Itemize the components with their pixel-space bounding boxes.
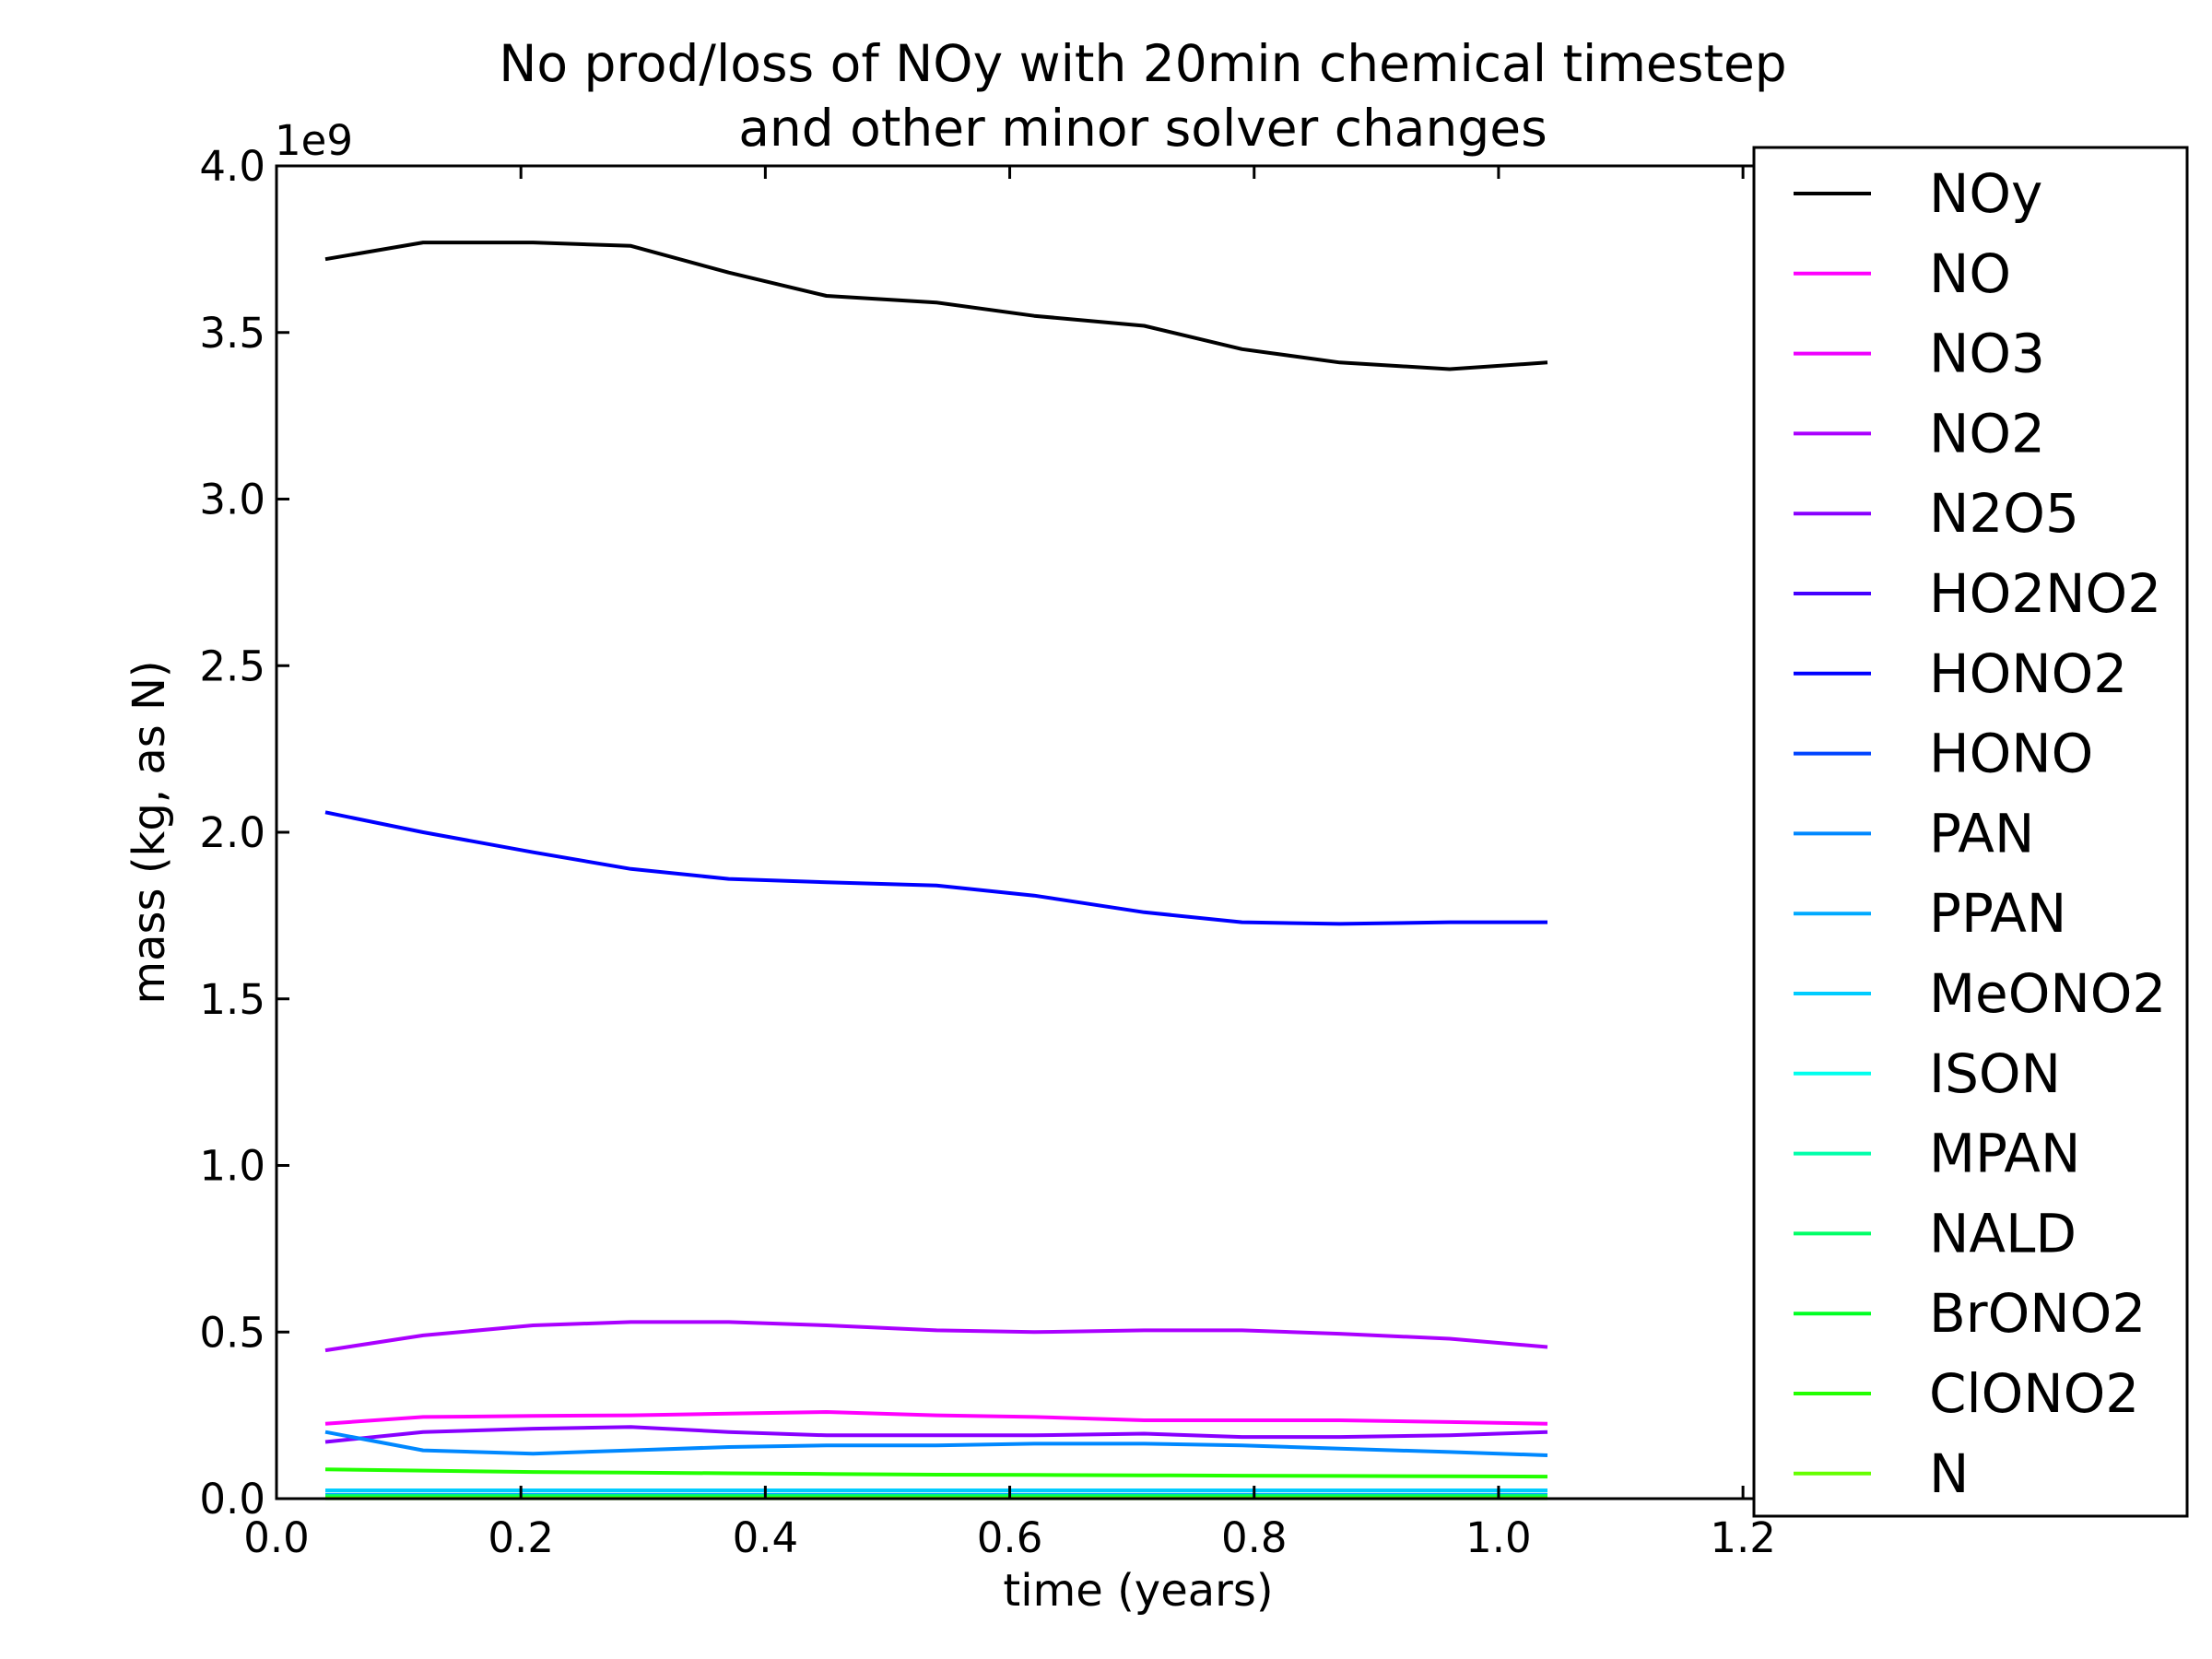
legend-label-brono2: BrONO2 xyxy=(1929,1282,2146,1345)
legend-label-n: N xyxy=(1929,1442,1969,1505)
y-axis-label: mass (kg, as N) xyxy=(124,660,175,1004)
y-tick-label: 3.5 xyxy=(199,309,265,358)
y-tick-label: 2.0 xyxy=(199,808,265,857)
x-tick-label: 1.2 xyxy=(1710,1513,1776,1562)
legend-label-nald: NALD xyxy=(1929,1202,2077,1265)
y-offset-label: 1e9 xyxy=(275,116,353,165)
legend-label-ppan: PPAN xyxy=(1929,882,2066,945)
legend-label-pan: PAN xyxy=(1929,802,2034,865)
chart-title-line-2: and other minor solver changes xyxy=(738,99,1547,158)
legend-label-n2o5: N2O5 xyxy=(1929,482,2079,545)
legend-label-no3: NO3 xyxy=(1929,323,2045,385)
legend-label-ison: ISON xyxy=(1929,1042,2061,1105)
legend-label-no2: NO2 xyxy=(1929,402,2045,465)
series-line-no2 xyxy=(324,1320,1548,1353)
y-tick-label: 1.5 xyxy=(199,975,265,1024)
legend: NOy NO NO3 NO2 N2O5 HO2NO2 HONO2 HONO PAN PPAN MeO… xyxy=(1752,146,2189,1518)
y-tick-label: 2.5 xyxy=(199,641,265,690)
x-tick-label: 0.6 xyxy=(977,1513,1043,1562)
legend-label-meono2: MeONO2 xyxy=(1929,962,2166,1025)
series-line-hono2 xyxy=(324,810,1547,926)
y-tick-label: 1.0 xyxy=(199,1142,265,1191)
x-tick-label: 1.0 xyxy=(1465,1513,1532,1562)
series-line-no xyxy=(324,1410,1548,1426)
y-tick-label: 0.5 xyxy=(199,1308,265,1357)
x-axis-label: time (years) xyxy=(1003,1565,1273,1617)
series-line-n2o5 xyxy=(324,1425,1548,1444)
x-tick-label: 0.4 xyxy=(733,1513,799,1562)
x-tick-label: 0.0 xyxy=(243,1513,310,1562)
y-tick-label: 4.0 xyxy=(199,142,265,191)
tick-layer: 0.0 0.2 0.4 0.6 0.8 1.0 1.2 0.0 0.5 1.0 1.5 2.0 2.5 3… xyxy=(199,142,1926,1562)
legend-label-ho2no2: HO2NO2 xyxy=(1929,562,2161,625)
x-tick-label: 0.2 xyxy=(488,1513,554,1562)
legend-label-hono: HONO xyxy=(1929,723,2093,785)
y-tick-label: 3.0 xyxy=(199,476,265,524)
y-tick-label: 0.0 xyxy=(199,1475,265,1524)
legend-label-clono2: ClONO2 xyxy=(1929,1362,2139,1425)
series-line-pan xyxy=(324,1430,1548,1457)
legend-label-mpan: MPAN xyxy=(1929,1123,2080,1185)
x-tick-label: 0.8 xyxy=(1221,1513,1288,1562)
legend-label-no: NO xyxy=(1929,242,2011,305)
series-line-clono2 xyxy=(324,1467,1548,1479)
chart-title-line-1: No prod/loss of NOy with 20min chemical … xyxy=(499,34,1786,93)
legend-items: NOy NO NO3 NO2 N2O5 HO2NO2 HONO2 HONO PAN PPAN MeO… xyxy=(1794,162,2166,1505)
legend-label-noy: NOy xyxy=(1929,162,2042,225)
series-line-noy xyxy=(324,241,1548,371)
legend-label-hono2: HONO2 xyxy=(1929,642,2127,705)
